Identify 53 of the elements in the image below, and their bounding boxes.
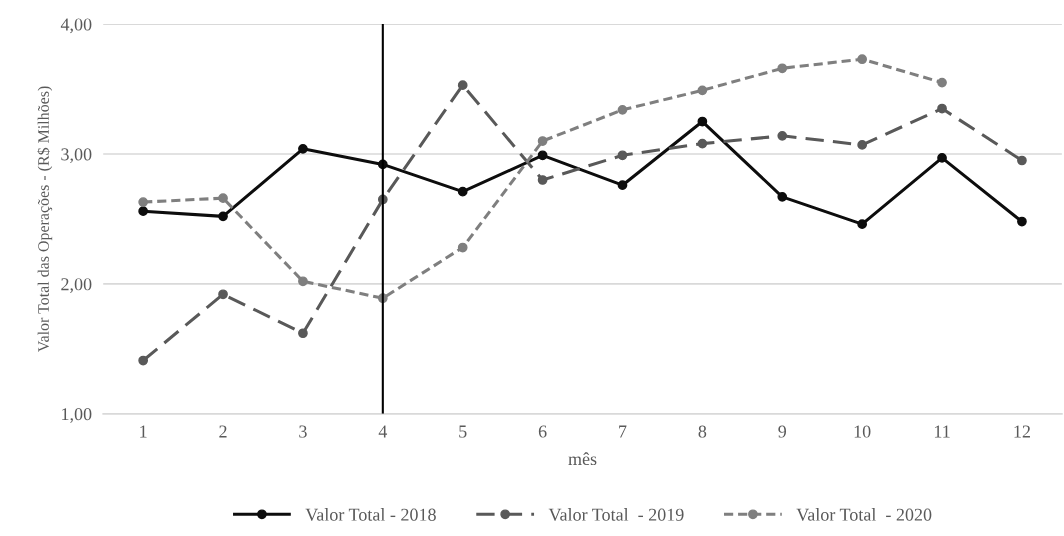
point: [857, 140, 868, 150]
point: [777, 192, 788, 202]
x-tick-label: 11: [934, 425, 950, 438]
point: [537, 175, 548, 185]
point: [1017, 155, 1027, 166]
y-tick-label: 3,00: [61, 148, 92, 164]
y-axis-title: Valor Total das Operações - (R$ Milhões): [37, 86, 53, 353]
point: [457, 186, 468, 197]
point: [617, 104, 628, 115]
point: [857, 219, 868, 230]
point: [138, 355, 149, 366]
point: [298, 328, 308, 339]
point: [697, 116, 708, 127]
point: [857, 54, 868, 65]
point: [298, 143, 308, 154]
point: [457, 242, 468, 253]
point: [218, 211, 228, 222]
point: [138, 197, 149, 207]
y-tick-label: 1,00: [62, 408, 92, 423]
point: [457, 80, 468, 91]
point: [1017, 216, 1027, 227]
x-tick-label: 8: [698, 425, 707, 438]
point: [777, 63, 788, 74]
point: [937, 103, 947, 114]
legend-label: Valor Total - 2019: [548, 508, 684, 521]
point: [937, 77, 947, 88]
y-tick-label: 4,00: [60, 18, 92, 34]
x-tick-label: 1: [140, 425, 147, 438]
point: [777, 130, 788, 141]
point: [617, 180, 628, 191]
point: [138, 206, 149, 217]
point: [537, 136, 548, 146]
x-tick-label: 4: [378, 425, 388, 438]
x-tick-label: 6: [538, 425, 547, 438]
legend-label: Valor Total - 2020: [796, 508, 932, 521]
point: [617, 150, 628, 161]
point: [298, 276, 308, 287]
x-tick-label: 5: [459, 425, 467, 438]
point: [937, 153, 947, 163]
point: [697, 138, 708, 149]
x-tick-label: 7: [619, 425, 627, 438]
point: [218, 289, 228, 300]
point: [697, 85, 708, 96]
x-tick-label: 12: [1014, 425, 1030, 438]
x-tick-label: 10: [854, 425, 871, 438]
x-tick-label: 2: [219, 425, 227, 438]
point: [537, 150, 548, 161]
legend-label: Valor Total - 2018: [305, 508, 436, 521]
y-tick-label: 2,00: [61, 278, 92, 293]
x-tick-label: 9: [778, 425, 787, 438]
point: [218, 193, 228, 204]
x-axis-title: mês: [568, 452, 597, 466]
x-tick-label: 3: [299, 425, 307, 438]
